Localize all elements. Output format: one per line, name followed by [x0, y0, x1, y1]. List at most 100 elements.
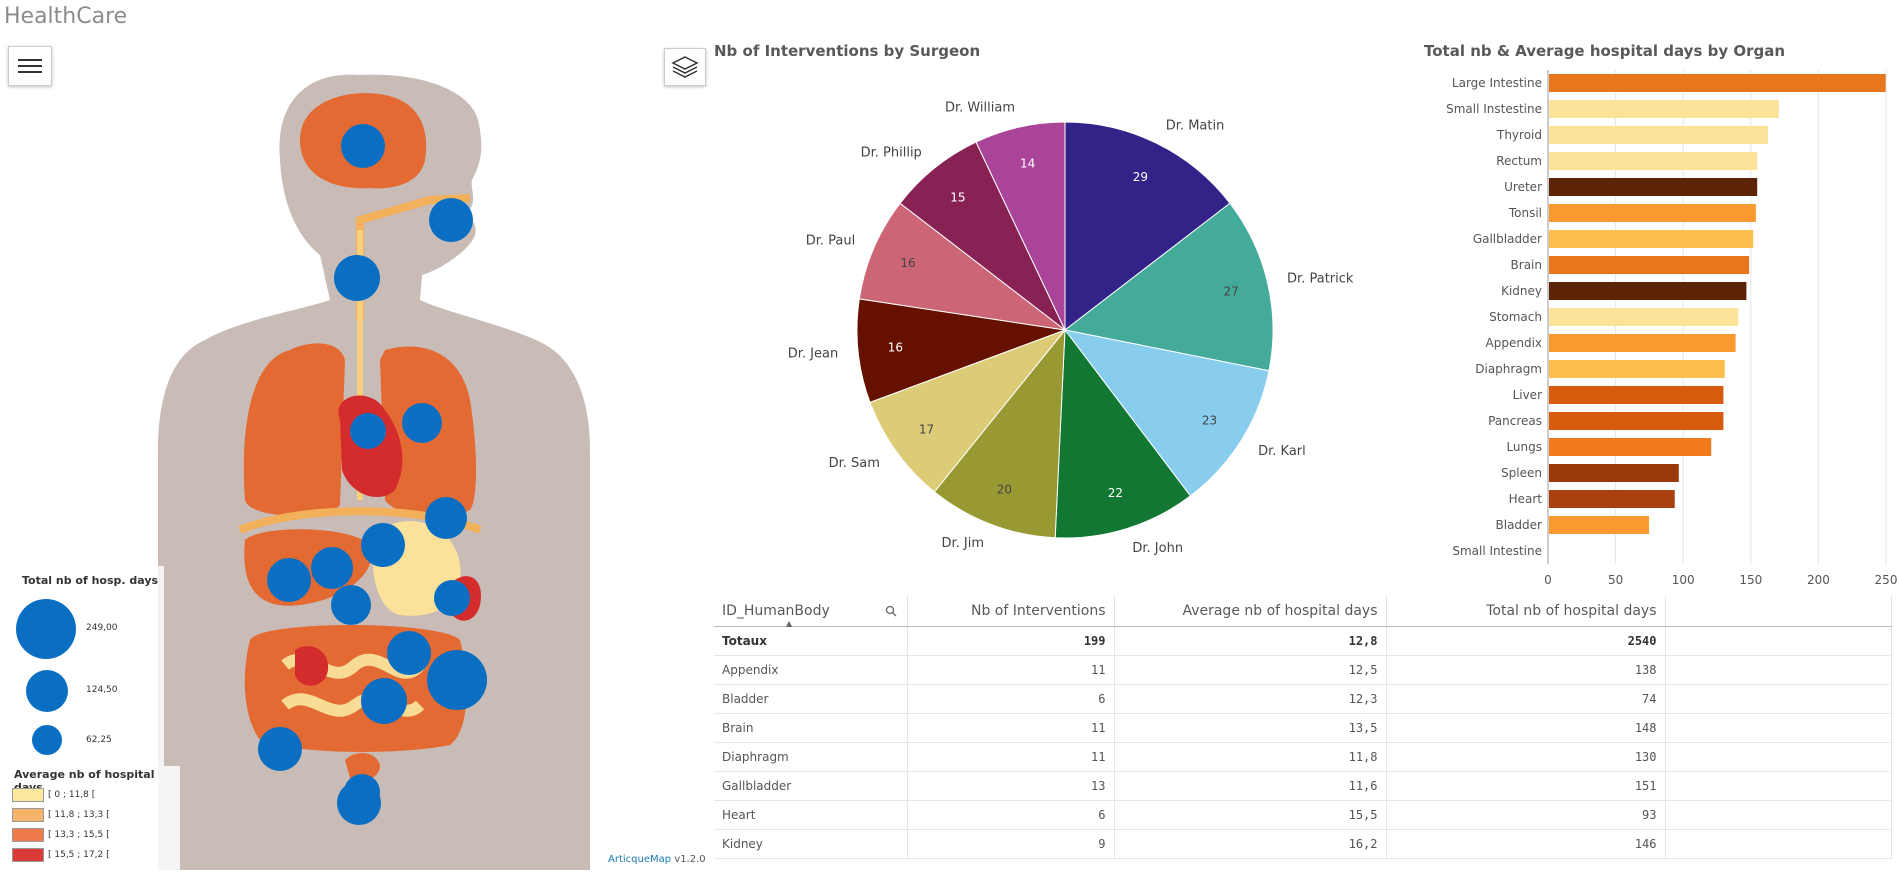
- bubble-size-legend: Total nb of hosp. days 249,00 124,50 62,…: [14, 566, 164, 766]
- bubble-gallbladder[interactable]: [267, 558, 311, 602]
- table-row[interactable]: Brain 11 13,5 148: [714, 713, 1892, 743]
- bar-rect[interactable]: [1549, 256, 1750, 274]
- bubble-lungs[interactable]: [402, 403, 442, 443]
- cell-organ[interactable]: Heart: [714, 800, 908, 830]
- col-header-organ[interactable]: ID_HumanBody ▲: [714, 596, 908, 628]
- table-row[interactable]: Kidney 9 16,2 146: [714, 829, 1892, 859]
- cell-organ[interactable]: Brain: [714, 713, 908, 743]
- bar-rect[interactable]: [1549, 360, 1725, 378]
- legend-class-1: [ 11,8 ; 13,3 [: [12, 808, 110, 822]
- empty-cell: [1665, 684, 1892, 714]
- pie-slice[interactable]: [1063, 202, 1274, 372]
- bar-rect[interactable]: [1549, 230, 1754, 248]
- bar-rect[interactable]: [1549, 438, 1712, 456]
- bubble-kidney[interactable]: [387, 631, 431, 675]
- pie-category-label: Dr. Jean: [788, 346, 838, 361]
- pie-category-label: Dr. Matin: [1166, 118, 1225, 133]
- legend-swatch: [12, 828, 44, 842]
- bar-rect[interactable]: [1549, 464, 1679, 482]
- pie-slice[interactable]: [899, 141, 1066, 331]
- cell-organ[interactable]: Bladder: [714, 684, 908, 714]
- bubble-brain[interactable]: [341, 124, 385, 168]
- pie-slice[interactable]: [1063, 329, 1270, 497]
- totals-row: Totaux 199 12,8 2540: [714, 626, 1892, 656]
- bar-rect[interactable]: [1549, 100, 1779, 118]
- bar-rect[interactable]: [1549, 334, 1736, 352]
- cell-interventions: 9: [907, 829, 1115, 859]
- bar-rect[interactable]: [1549, 516, 1650, 534]
- pie-value-label: 16: [888, 340, 903, 354]
- bar-rect[interactable]: [1549, 308, 1739, 326]
- bar-rect[interactable]: [1549, 152, 1758, 170]
- bar-category-label: Pancreas: [1488, 414, 1542, 428]
- bar-rect[interactable]: [1549, 126, 1769, 144]
- col-header-average[interactable]: Average nb of hospital days: [1114, 596, 1387, 627]
- size-legend-title: Total nb of hosp. days: [22, 574, 159, 587]
- bubble-layer[interactable]: [258, 124, 487, 825]
- kidney-organ[interactable]: [295, 646, 329, 686]
- bubble-liver[interactable]: [361, 523, 405, 567]
- table-row[interactable]: Appendix 11 12,5 138: [714, 655, 1892, 685]
- cell-organ[interactable]: Kidney: [714, 829, 908, 859]
- credit-brand[interactable]: ArticqueMap: [608, 854, 672, 865]
- cell-organ[interactable]: Gallbladder: [714, 771, 908, 801]
- bubble-bladder[interactable]: [337, 781, 381, 825]
- cell-organ[interactable]: Diaphragm: [714, 742, 908, 772]
- bar-category-label: Gallbladder: [1473, 232, 1542, 246]
- human-body-map[interactable]: [0, 60, 700, 870]
- bar-rect[interactable]: [1549, 74, 1886, 92]
- pie-chart[interactable]: 29 Dr. Matin 27 Dr. Patrick 23 Dr. Karl 22 Dr. …: [740, 80, 1420, 580]
- table-row[interactable]: Gallbladder 13 11,6 151: [714, 771, 1892, 801]
- bar-axis-tick-label: 50: [1608, 573, 1623, 587]
- bubble-pancreas[interactable]: [331, 585, 371, 625]
- pie-slice[interactable]: [975, 121, 1066, 331]
- bladder-organ[interactable]: [345, 753, 380, 782]
- data-table[interactable]: ID_HumanBody ▲ Nb of Interventions Avera…: [714, 596, 1892, 877]
- bar-rect[interactable]: [1549, 490, 1675, 508]
- cell-organ[interactable]: Appendix: [714, 655, 908, 685]
- pie-slice[interactable]: [933, 328, 1066, 539]
- app-title: HealthCare: [4, 4, 128, 29]
- hamburger-menu-button[interactable]: [8, 46, 52, 86]
- bubble-heart[interactable]: [350, 413, 386, 449]
- legend-class-label: [ 11,8 ; 13,3 [: [48, 810, 110, 820]
- cell-average: 15,5: [1114, 800, 1387, 830]
- bubble-spleen[interactable]: [434, 580, 470, 616]
- legend-swatch: [12, 808, 44, 822]
- empty-cell: [1665, 713, 1892, 743]
- legend-value-medium: 124,50: [86, 685, 118, 695]
- bar-category-label: Heart: [1509, 492, 1543, 506]
- table-row[interactable]: Heart 6 15,5 93: [714, 800, 1892, 830]
- table-row[interactable]: Bladder 6 12,3 74: [714, 684, 1892, 714]
- pie-slice[interactable]: [1054, 328, 1192, 539]
- cell-total: 151: [1386, 771, 1666, 801]
- col-header-total[interactable]: Total nb of hospital days: [1386, 596, 1666, 627]
- map-credit[interactable]: ArticqueMap v1.2.0: [608, 854, 706, 865]
- bubble-small-intestine[interactable]: [361, 678, 407, 724]
- bubble-appendix[interactable]: [258, 727, 302, 771]
- pie-value-label: 15: [950, 190, 965, 204]
- bubble-stomach[interactable]: [425, 497, 467, 539]
- lungs-organ[interactable]: [243, 343, 345, 516]
- bubble-large-intestine[interactable]: [427, 650, 487, 710]
- cell-total: 148: [1386, 713, 1666, 743]
- layers-icon[interactable]: [664, 48, 706, 86]
- pie-slice[interactable]: [869, 328, 1067, 493]
- table-row[interactable]: Diaphragm 11 11,8 130: [714, 742, 1892, 772]
- search-icon[interactable]: [885, 605, 897, 617]
- bubble-tonsil[interactable]: [334, 255, 380, 301]
- bubble-thyroid[interactable]: [429, 198, 473, 242]
- bar-rect[interactable]: [1549, 282, 1747, 300]
- bar-rect[interactable]: [1549, 412, 1724, 430]
- pie-slice[interactable]: [856, 298, 1066, 403]
- bar-axis-tick-label: 150: [1739, 573, 1762, 587]
- bar-chart[interactable]: 0 50 100 150 200 250 Large Intestine Small Inst…: [1418, 60, 1898, 590]
- pie-slice[interactable]: [858, 202, 1066, 331]
- col-header-interventions[interactable]: Nb of Interventions: [907, 596, 1115, 627]
- bar-rect[interactable]: [1549, 204, 1756, 222]
- pie-slice[interactable]: [1064, 121, 1231, 332]
- bar-rect[interactable]: [1549, 178, 1758, 196]
- bubble-diaphragm[interactable]: [311, 547, 353, 589]
- bar-category-label: Appendix: [1486, 336, 1542, 350]
- bar-rect[interactable]: [1549, 386, 1724, 404]
